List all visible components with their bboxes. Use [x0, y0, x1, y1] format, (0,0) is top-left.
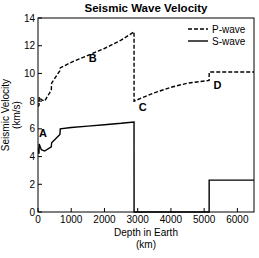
- x-tick-label: 1000: [60, 214, 83, 225]
- y-tick-label: 4: [29, 151, 35, 162]
- y-tick-label: 6: [29, 123, 35, 134]
- x-tick-label: 2000: [93, 214, 116, 225]
- x-tick: [71, 208, 72, 212]
- y-tick: [38, 212, 42, 213]
- annotation: A: [39, 127, 47, 139]
- legend-label: P-wave: [212, 24, 246, 35]
- y-tick: [38, 73, 42, 74]
- y-tick-label: 2: [29, 179, 35, 190]
- x-tick-label: 4000: [160, 214, 183, 225]
- legend-swatch: [188, 28, 208, 29]
- y-tick: [38, 156, 42, 157]
- legend-label: S-wave: [212, 36, 246, 47]
- x-axis-label: Depth in Earth: [114, 227, 178, 238]
- annotation: C: [139, 101, 147, 113]
- y-tick-label: 8: [29, 96, 35, 107]
- y-tick: [38, 18, 42, 19]
- x-tick-label: 3000: [127, 214, 150, 225]
- legend-box: [186, 21, 250, 47]
- series-line: [38, 32, 254, 107]
- y-axis-label: Seismic Velocity: [0, 79, 11, 151]
- annotation: B: [89, 52, 97, 64]
- annotation: D: [213, 79, 221, 91]
- y-tick-label: 14: [24, 13, 36, 24]
- series-group: [38, 32, 254, 212]
- y-tick-label: 12: [24, 40, 36, 51]
- x-tick: [237, 208, 238, 212]
- x-tick-label: 0: [35, 214, 41, 225]
- series-line: [38, 122, 254, 212]
- legend-swatch: [188, 40, 208, 41]
- chart: Seismic Wave Velocity0246810121401000200…: [0, 0, 259, 258]
- y-tick: [38, 184, 42, 185]
- title: Seismic Wave Velocity: [85, 2, 209, 14]
- y-axis-label: (km/s): [11, 101, 22, 129]
- plot-frame: [38, 18, 254, 212]
- x-tick: [38, 208, 39, 212]
- x-tick-label: 6000: [226, 214, 249, 225]
- x-axis-label: (km): [136, 239, 156, 250]
- x-tick: [104, 208, 105, 212]
- y-tick: [38, 45, 42, 46]
- x-tick-label: 5000: [193, 214, 216, 225]
- y-tick-label: 10: [24, 68, 36, 79]
